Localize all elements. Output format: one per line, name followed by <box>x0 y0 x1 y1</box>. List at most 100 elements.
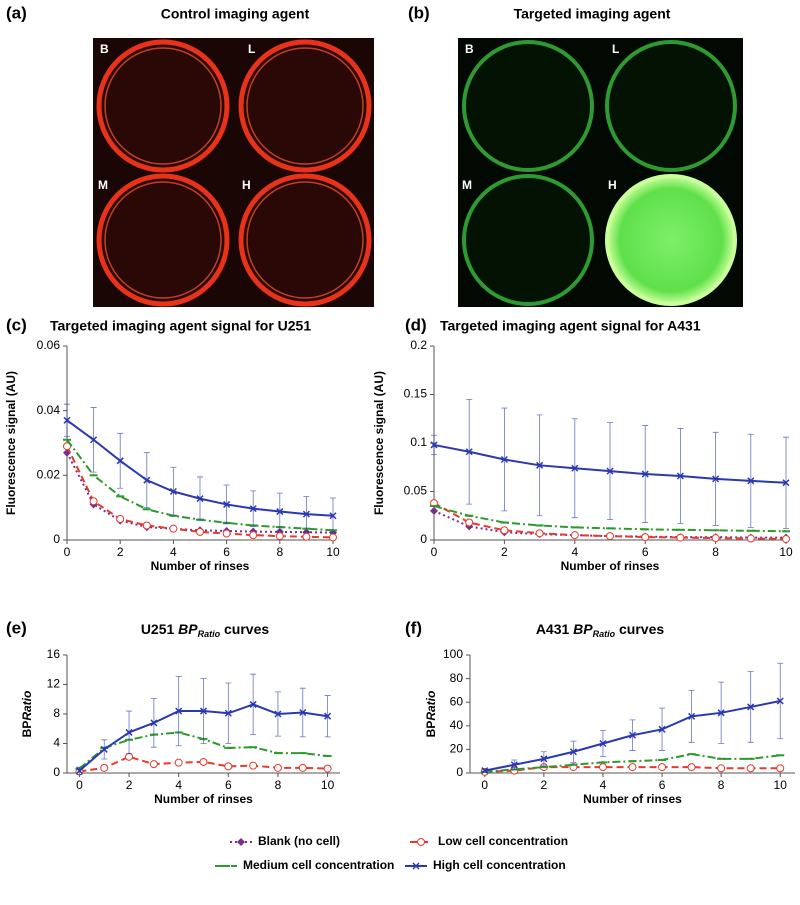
legend-label: Blank (no cell) <box>258 834 340 848</box>
y-axis-label-part: BP <box>424 721 438 738</box>
chart: (d) 0 0.05 0.1 0.15 0.2 0 2 4 6 8 10 Number of rinse… <box>404 315 793 573</box>
chart-label: (c) <box>6 315 27 334</box>
marker <box>712 475 720 483</box>
marker <box>299 708 307 717</box>
chart-title: Targeted imaging agent signal for A431 <box>440 318 701 334</box>
panel-label: (b) <box>408 3 430 22</box>
marker <box>606 467 614 475</box>
marker <box>776 764 785 773</box>
chart: (f) 0 20 40 60 80 100 0 2 4 6 8 10 Number of rinses <box>405 618 795 806</box>
marker <box>302 510 310 518</box>
x-tick-label: 4 <box>600 778 607 792</box>
y-tick-label: 0 <box>53 765 60 779</box>
marker <box>249 531 258 540</box>
chart-label: (d) <box>405 315 427 334</box>
legend-label: Medium cell concentration <box>243 858 394 872</box>
marker <box>540 755 548 763</box>
y-tick-label: 0 <box>456 765 463 779</box>
marker <box>249 505 257 513</box>
marker <box>149 760 158 769</box>
marker <box>717 709 725 717</box>
marker <box>658 725 666 733</box>
chart-title: A431 BPRatio curves <box>536 621 665 640</box>
x-tick-label: 0 <box>431 545 438 559</box>
chart-title: U251 BPRatio curves <box>141 621 270 640</box>
marker <box>302 532 311 541</box>
panel-title: Targeted imaging agent <box>514 6 671 22</box>
x-tick-label: 4 <box>170 545 177 559</box>
marker <box>223 500 231 508</box>
x-tick-label: 6 <box>642 545 649 559</box>
marker <box>746 764 755 773</box>
chart-title-part: BP <box>178 621 198 637</box>
x-tick-label: 6 <box>225 778 232 792</box>
panel-label: (a) <box>6 3 27 22</box>
panel-b: (b) Targeted imaging agent B L M H <box>408 3 743 307</box>
marker <box>150 719 158 727</box>
y-axis-label: Fluorescence signal (AU) <box>4 371 18 515</box>
legend-label: Low cell concentration <box>438 834 568 848</box>
y-tick-label: 0.15 <box>404 387 428 401</box>
x-tick-label: 8 <box>712 545 719 559</box>
marker <box>536 461 544 469</box>
chart-label: (e) <box>6 618 27 637</box>
marker <box>116 457 124 465</box>
y-tick-label: 12 <box>47 677 61 691</box>
y-tick-label: 100 <box>443 647 463 661</box>
marker <box>196 495 204 503</box>
marker <box>430 506 438 515</box>
marker <box>598 763 607 772</box>
chart-title-part: curves <box>220 621 269 637</box>
marker <box>747 477 755 485</box>
marker <box>174 758 183 767</box>
marker <box>274 710 282 718</box>
chart-label: (f) <box>405 618 422 637</box>
y-axis-label: Fluorescence signal (AU) <box>372 371 386 515</box>
y-tick-label: 20 <box>450 742 464 756</box>
chart-title-part: U251 <box>141 621 178 637</box>
y-tick-label: 16 <box>47 647 61 661</box>
legend-marker <box>417 838 425 846</box>
marker <box>169 487 177 496</box>
wells <box>96 39 372 307</box>
panel-title: Control imaging agent <box>161 6 310 22</box>
marker <box>116 514 125 523</box>
y-axis-label: BPRatio <box>20 691 34 738</box>
marker <box>606 532 614 541</box>
marker <box>776 697 784 705</box>
x-tick-label: 2 <box>117 545 124 559</box>
marker <box>224 709 232 717</box>
x-axis-label: Number of rinses <box>583 792 682 806</box>
x-tick-label: 4 <box>175 778 182 792</box>
marker <box>63 416 71 424</box>
x-axis-label: Number of rinses <box>151 559 250 573</box>
x-tick-label: 2 <box>126 778 133 792</box>
x-tick-label: 4 <box>571 545 578 559</box>
marker <box>465 518 474 527</box>
marker <box>224 762 233 771</box>
marker <box>569 748 577 756</box>
marker <box>746 534 755 543</box>
well-label: B <box>465 42 474 56</box>
marker <box>571 464 579 472</box>
marker <box>276 508 284 516</box>
marker <box>75 767 83 775</box>
y-tick-label: 4 <box>53 736 60 750</box>
marker <box>641 470 649 478</box>
x-tick-label: 6 <box>223 545 230 559</box>
marker <box>465 448 473 456</box>
y-axis-label-part: Ratio <box>20 691 34 721</box>
chart-title-part: Ratio <box>198 629 221 639</box>
marker <box>329 512 337 520</box>
x-tick-label: 2 <box>501 545 508 559</box>
well-label: H <box>242 178 251 192</box>
well-label: L <box>248 42 255 56</box>
marker <box>687 763 696 772</box>
series-line <box>66 445 334 539</box>
y-tick-label: 0.02 <box>37 468 61 482</box>
marker <box>599 739 607 748</box>
marker <box>329 533 337 542</box>
marker <box>143 476 151 484</box>
marker <box>100 763 109 772</box>
